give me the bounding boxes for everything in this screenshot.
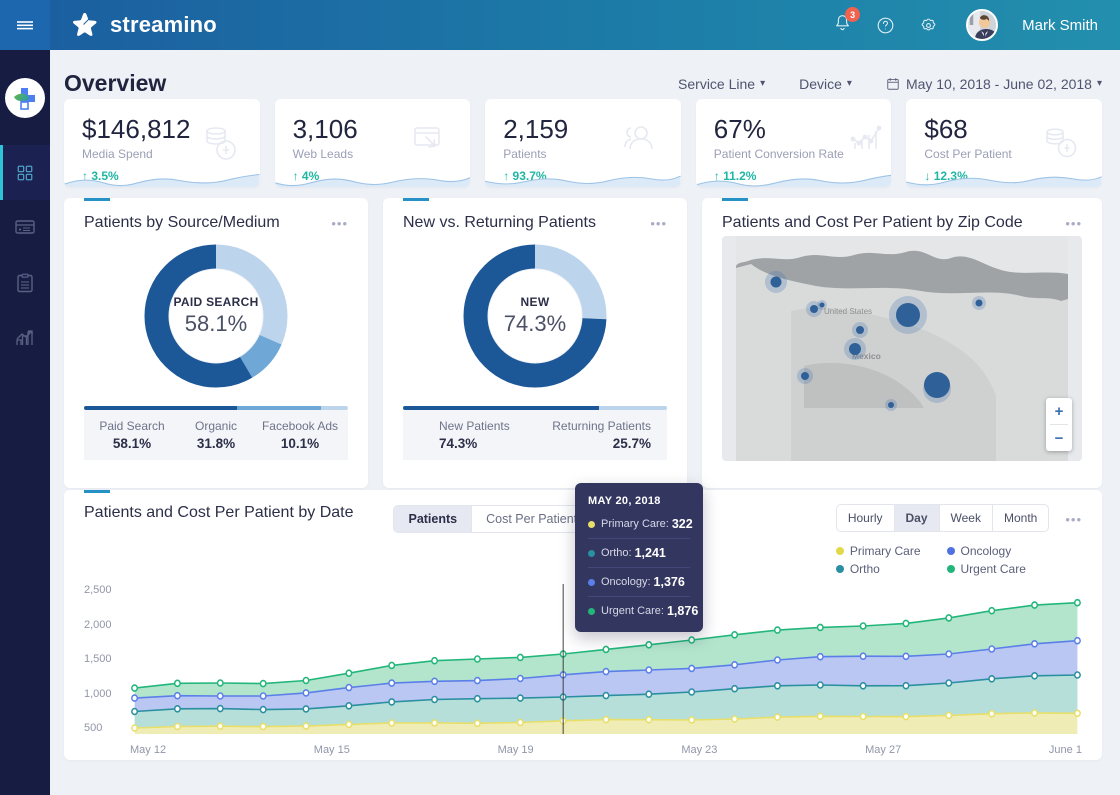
svg-text:United States: United States xyxy=(824,307,872,316)
